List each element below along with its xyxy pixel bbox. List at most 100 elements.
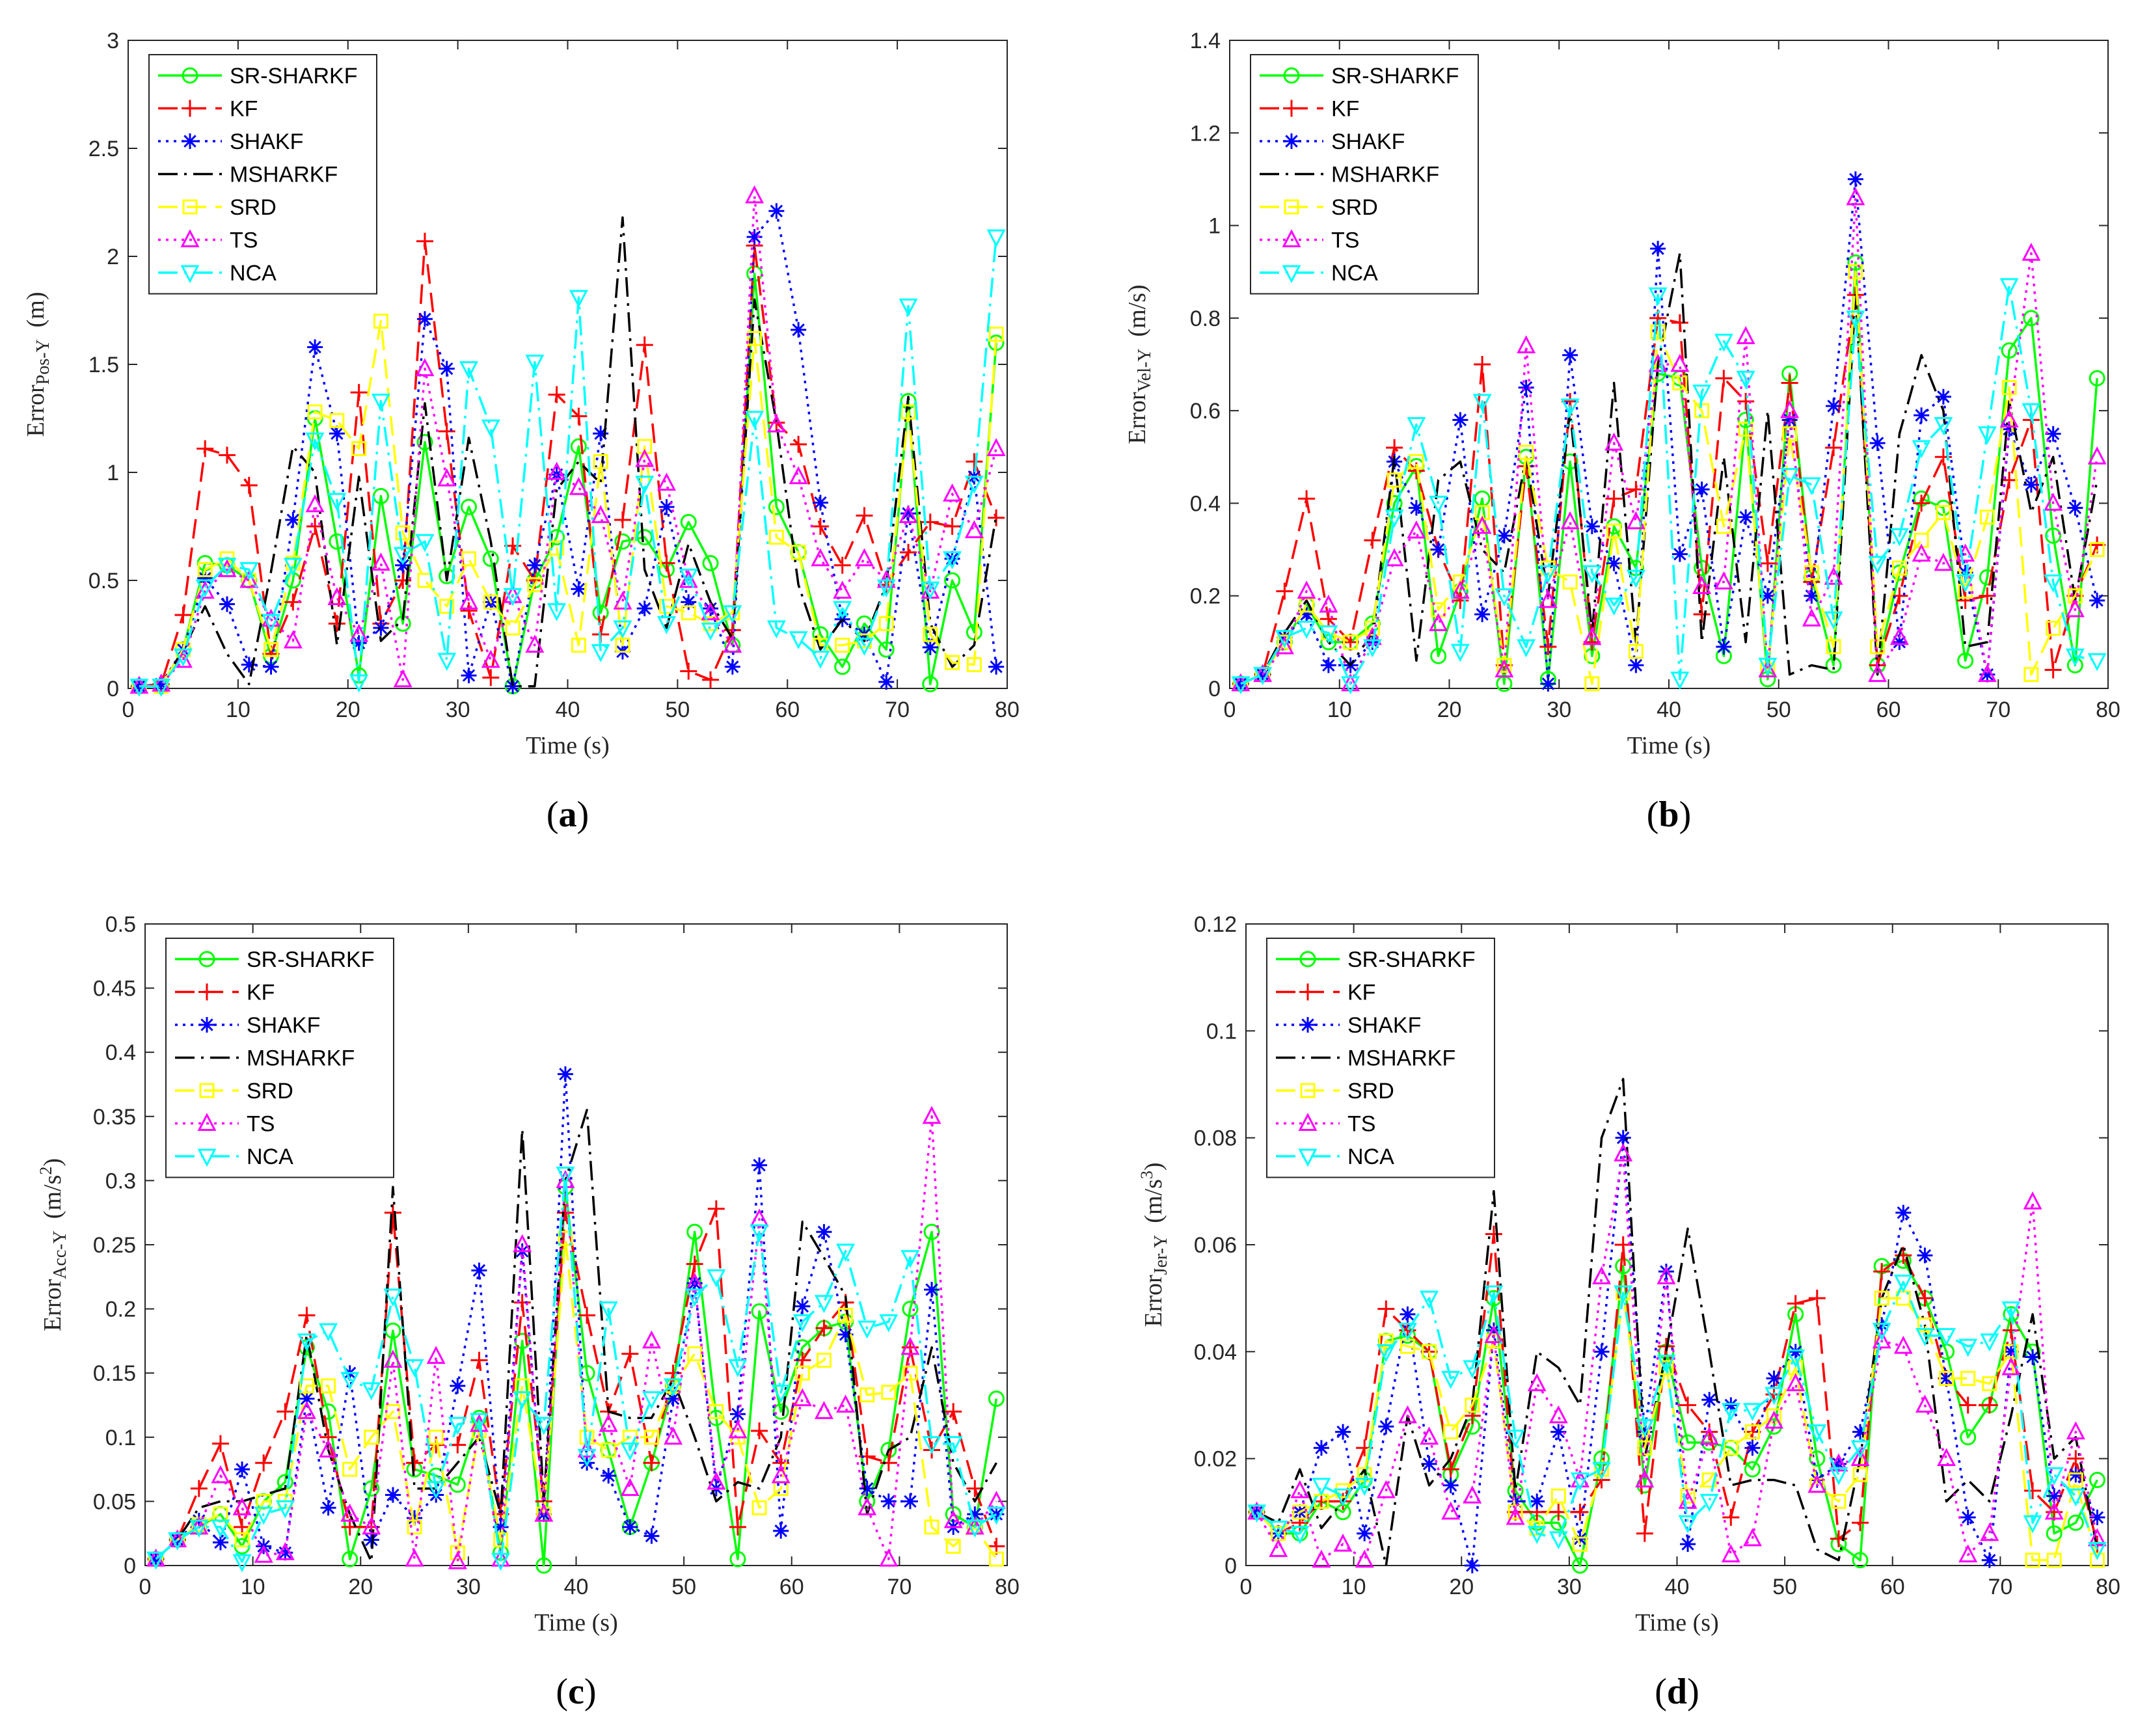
data-point-ts — [297, 1401, 316, 1419]
x-tick-label: 50 — [1766, 698, 1791, 722]
data-point-ts — [1484, 1325, 1504, 1344]
data-point-srd — [2089, 542, 2105, 558]
panel-label: (b) — [1647, 794, 1691, 835]
data-point-ts — [1463, 1485, 1482, 1504]
data-point-ts — [1355, 1549, 1374, 1568]
data-point-ts — [1495, 659, 1514, 678]
series-line-ts — [1240, 197, 2098, 685]
data-point-nca — [1450, 644, 1470, 662]
series-line-msharkf — [155, 1109, 997, 1563]
data-point-nca — [2087, 653, 2107, 671]
data-point-shakf — [299, 1390, 315, 1407]
data-point-sr-sharkf — [746, 265, 763, 282]
data-point-shakf — [493, 1519, 509, 1535]
data-point-ts — [437, 468, 457, 487]
data-point-shakf — [1335, 1424, 1351, 1440]
data-point-shakf — [363, 1532, 379, 1548]
data-point-ts — [879, 1548, 899, 1567]
data-point-srd — [234, 1532, 250, 1548]
legend: SR-SHARKF KF SHAKF MSHARKF SRD TS NCA — [148, 54, 377, 295]
legend-label-srd: SRD — [230, 195, 277, 220]
data-point-nca — [459, 361, 478, 379]
data-point-nca — [1765, 1387, 1784, 1405]
data-point-ts — [1807, 1474, 1827, 1493]
data-point-ts — [1912, 543, 1931, 562]
data-point-ts — [405, 1548, 424, 1567]
data-point-nca — [854, 638, 874, 656]
legend-marker-nca — [1282, 265, 1301, 284]
legend-label-msharkf: MSHARKF — [1331, 163, 1439, 187]
data-point-kf — [643, 1454, 660, 1472]
data-point-shakf — [681, 594, 697, 610]
data-point-srd — [902, 1365, 918, 1381]
data-point-nca — [1889, 528, 1909, 547]
data-point-nca — [305, 432, 325, 451]
data-point-srd — [878, 616, 894, 631]
data-point-shakf — [471, 1262, 487, 1279]
data-point-kf — [2067, 1450, 2085, 1467]
data-point-kf — [1452, 591, 1469, 609]
data-point-sr-sharkf — [2067, 1514, 2084, 1531]
legend-label-shakf: SHAKF — [230, 129, 303, 154]
legend-box — [1250, 54, 1479, 295]
data-point-nca — [1824, 611, 1843, 630]
legend-label-shakf: SHAKF — [247, 1013, 320, 1038]
data-point-nca — [1758, 657, 1778, 676]
data-point-ts — [1269, 1539, 1288, 1557]
data-point-nca — [232, 1554, 252, 1573]
data-point-kf — [277, 1403, 294, 1420]
data-point-nca — [664, 1378, 683, 1397]
data-point-nca — [262, 614, 281, 632]
y-tick-label: 1.2 — [1190, 121, 1221, 146]
data-point-ts — [513, 1234, 532, 1253]
data-point-nca — [1527, 1526, 1547, 1544]
data-point-srd — [768, 530, 784, 545]
data-point-shakf — [1299, 606, 1315, 623]
data-point-ts — [2022, 243, 2041, 261]
data-point-srd — [1508, 1504, 1523, 1520]
data-point-ts — [1527, 1373, 1547, 1392]
data-point-kf — [1298, 490, 1316, 508]
data-point-nca — [1915, 1328, 1934, 1346]
data-point-nca — [275, 1500, 295, 1519]
data-point-nca — [900, 1250, 920, 1268]
data-point-srd — [461, 551, 477, 567]
data-point-sr-sharkf — [2089, 1472, 2105, 1489]
data-point-shakf — [197, 570, 213, 586]
data-point-srd — [838, 1307, 854, 1323]
data-point-kf — [190, 1480, 208, 1497]
data-point-srd — [307, 404, 323, 420]
x-tick-label: 0 — [122, 698, 135, 722]
data-point-nca — [1977, 426, 1997, 444]
data-point-nca — [745, 411, 764, 429]
data-point-kf — [1442, 1461, 1459, 1478]
data-point-nca — [1484, 1285, 1504, 1304]
y-tick-label: 0.06 — [1194, 1233, 1237, 1258]
data-point-srd — [681, 605, 696, 621]
legend-marker-sr-sharkf — [198, 951, 215, 968]
data-point-ts — [642, 1330, 661, 1349]
data-point-srd — [1891, 560, 1907, 576]
data-point-ts — [657, 472, 676, 491]
data-point-sr-sharkf — [702, 554, 719, 571]
data-point-srd — [1465, 1398, 1480, 1413]
data-point-srd — [373, 314, 388, 329]
legend-marker-ts — [180, 229, 200, 247]
data-point-srd — [900, 404, 916, 420]
y-tick-label: 0.2 — [105, 1297, 136, 1322]
data-point-nca — [283, 558, 303, 576]
data-point-nca — [1333, 1488, 1353, 1507]
data-point-nca — [327, 493, 347, 511]
data-point-kf — [1377, 1300, 1395, 1318]
legend-label-kf: KF — [1347, 981, 1375, 1005]
data-point-kf — [196, 440, 214, 457]
data-point-srd — [1550, 1488, 1566, 1504]
data-point-sr-sharkf — [1960, 1429, 1977, 1446]
data-point-srd — [2046, 621, 2061, 636]
data-point-srd — [2025, 1553, 2040, 1568]
data-point-shakf — [859, 1480, 875, 1497]
data-point-shakf — [2023, 476, 2039, 493]
data-point-srd — [1960, 1370, 1976, 1386]
data-point-shakf — [1869, 435, 1886, 451]
series-line-ts — [139, 195, 997, 688]
